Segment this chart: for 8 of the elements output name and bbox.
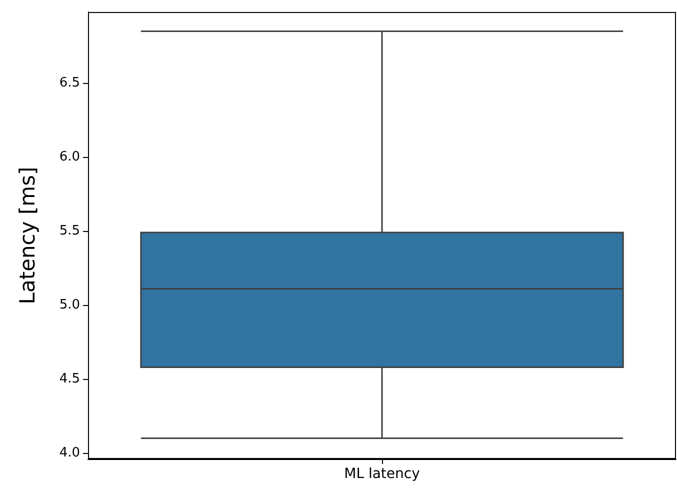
x-tick-label: ML latency — [344, 466, 420, 482]
y-tick-label: 5.0 — [59, 298, 80, 313]
y-tick-label: 6.5 — [59, 76, 80, 91]
y-tick-label: 4.5 — [59, 372, 80, 387]
y-tick-label: 5.5 — [59, 224, 80, 239]
y-axis-title: Latency [ms] — [16, 166, 40, 304]
y-tick-label: 6.0 — [59, 150, 80, 165]
y-tick-label: 4.0 — [59, 446, 80, 461]
